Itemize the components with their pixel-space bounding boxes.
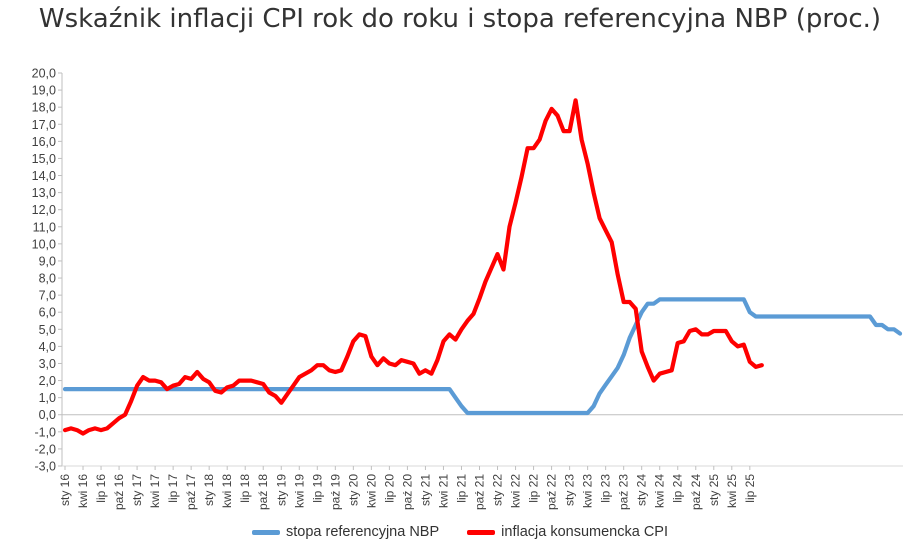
y-tick-label: 11,0 <box>33 220 56 234</box>
legend-label-nbp-rate: stopa referencyjna NBP <box>286 524 440 540</box>
y-tick-label: 13,0 <box>32 186 56 200</box>
x-tick-label: lip 21 <box>454 474 468 503</box>
y-tick-label: 10,0 <box>32 237 56 251</box>
x-tick-label: lip 17 <box>166 474 180 503</box>
y-tick-label: 2,0 <box>39 374 56 388</box>
x-tick-label: lip 19 <box>310 474 324 503</box>
x-tick-label: kwi 16 <box>76 474 90 508</box>
x-tick-label: paź 23 <box>617 474 631 510</box>
series-layer <box>62 98 903 436</box>
x-tick-label: lip 18 <box>238 474 252 503</box>
x-tick-label: sty 16 <box>58 474 72 506</box>
y-tick-label: 14,0 <box>32 169 56 183</box>
y-tick-label: 20,0 <box>32 67 56 81</box>
y-tick-label: 7,0 <box>39 289 56 303</box>
y-tick-label: 16,0 <box>32 135 56 149</box>
x-tick-label: kwi 25 <box>725 474 739 508</box>
x-tick-label: sty 23 <box>563 474 577 506</box>
x-tick-label: lip 16 <box>94 474 108 503</box>
y-tick-label: 9,0 <box>39 254 56 268</box>
x-tick-label: kwi 20 <box>364 474 378 508</box>
axes-layer: -3,0 -2,0 -1,0 0,0 1,0 2,0 3,0 4,0 5,0 6,0 7,0 8,0 9… <box>32 67 903 510</box>
x-tick-label: kwi 23 <box>581 474 595 508</box>
x-tick-label: sty 18 <box>202 474 216 506</box>
x-tick-label: paź 17 <box>184 474 198 510</box>
series-line-cpi <box>62 98 764 436</box>
legend-item-cpi: inflacja konsumencka CPI <box>467 524 668 540</box>
series-line-nbp-rate <box>62 297 903 416</box>
x-tick-label: kwi 19 <box>292 474 306 508</box>
legend-label-cpi: inflacja konsumencka CPI <box>501 524 668 540</box>
chart-legend: stopa referencyjna NBP inflacja konsumen… <box>0 524 920 540</box>
x-tick-label: lip 25 <box>743 474 757 503</box>
x-tick-label: sty 21 <box>418 474 432 506</box>
y-tick-label: 17,0 <box>32 118 56 132</box>
y-tick-label: -2,0 <box>34 442 56 456</box>
x-tick-label: kwi 21 <box>436 474 450 508</box>
y-tick-label: -1,0 <box>34 425 56 439</box>
x-tick-label: sty 17 <box>130 474 144 506</box>
x-tick-label: lip 22 <box>527 474 541 503</box>
y-tick-label: 6,0 <box>39 306 56 320</box>
x-tick-label: lip 24 <box>671 474 685 503</box>
x-tick-label: paź 22 <box>545 474 559 510</box>
x-tick-label: kwi 18 <box>220 474 234 508</box>
x-tick-label: sty 22 <box>491 474 505 506</box>
x-tick-label: kwi 24 <box>653 474 667 508</box>
legend-swatch-nbp-rate <box>252 529 281 535</box>
x-tick-label: paź 16 <box>112 474 126 510</box>
x-tick-label: kwi 17 <box>148 474 162 508</box>
chart-title: Wskaźnik inflacji CPI rok do roku i stop… <box>38 4 882 34</box>
y-tick-label: 12,0 <box>32 203 56 217</box>
x-tick-label: lip 23 <box>599 474 613 503</box>
x-tick-label: sty 24 <box>635 474 649 506</box>
y-tick-label: 1,0 <box>39 391 56 405</box>
x-tick-label: paź 21 <box>472 474 486 510</box>
x-tick-label: sty 19 <box>274 474 288 506</box>
legend-swatch-cpi <box>467 529 496 535</box>
y-tick-label: 5,0 <box>39 323 56 337</box>
y-tick-label: 15,0 <box>32 152 56 166</box>
y-tick-label: 3,0 <box>39 357 56 371</box>
x-tick-label: paź 24 <box>689 474 703 510</box>
x-tick-label: lip 20 <box>382 474 396 503</box>
x-tick-label: sty 20 <box>346 474 360 506</box>
legend-item-nbp-rate: stopa referencyjna NBP <box>252 524 439 540</box>
x-tick-label: paź 19 <box>328 474 342 510</box>
y-tick-label: 8,0 <box>39 272 56 286</box>
y-tick-label: 19,0 <box>32 84 56 98</box>
x-tick-label: sty 25 <box>707 474 721 506</box>
y-tick-label: 18,0 <box>32 101 56 115</box>
y-tick-label: 4,0 <box>39 340 56 354</box>
x-tick-label: paź 20 <box>400 474 414 510</box>
y-tick-label: 0,0 <box>39 408 56 422</box>
y-tick-label: -3,0 <box>34 460 56 474</box>
x-tick-label: kwi 22 <box>509 474 523 508</box>
x-tick-label: paź 18 <box>256 474 270 510</box>
